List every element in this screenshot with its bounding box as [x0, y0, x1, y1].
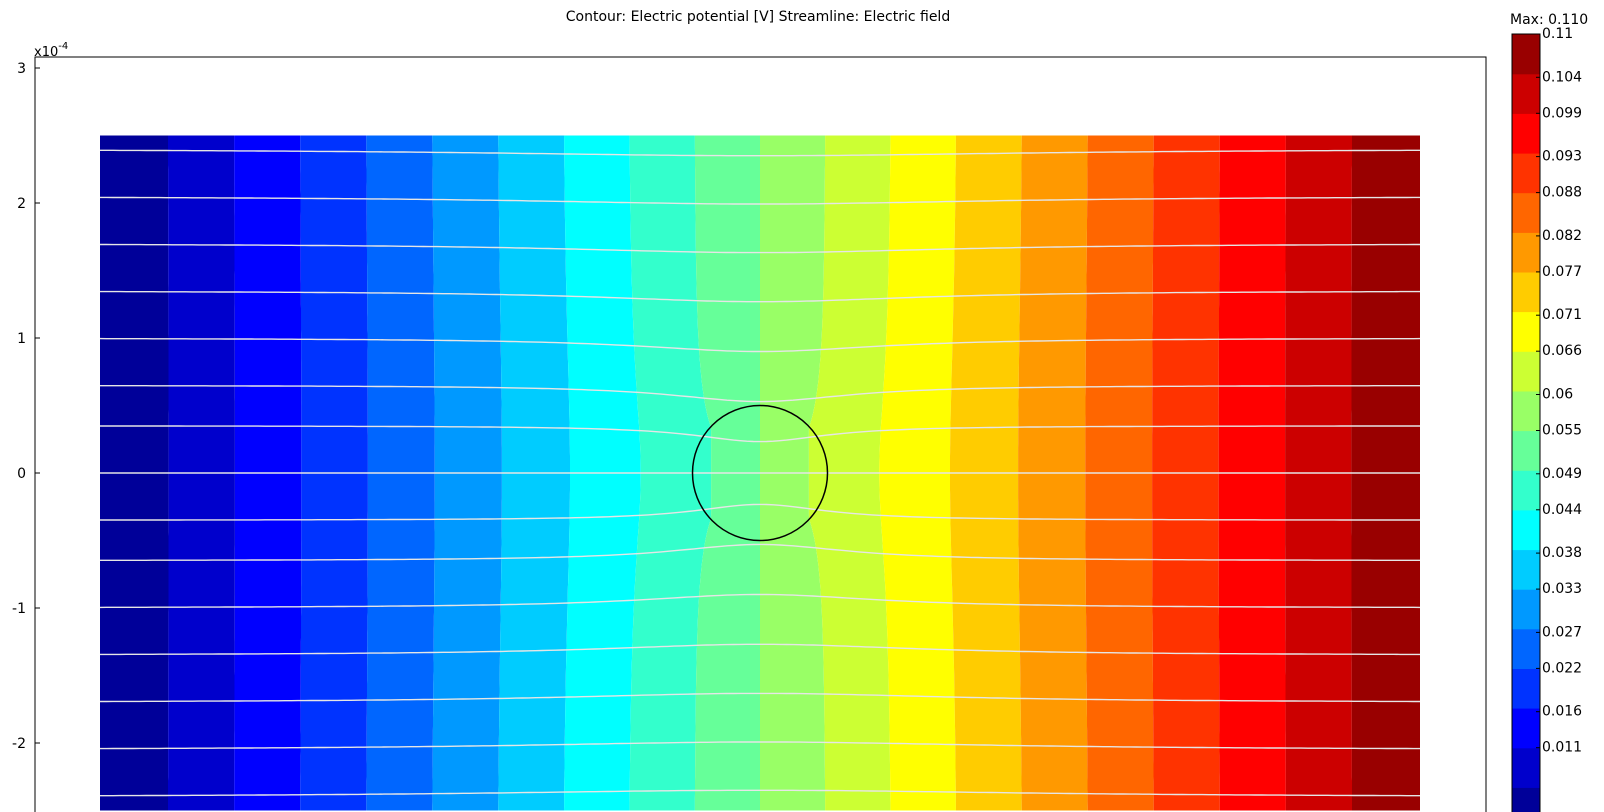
- colorbar-tick-label: 0.11: [1542, 26, 1573, 42]
- colorbar-tick-label: 0.06: [1542, 387, 1573, 403]
- streamline: [100, 425, 1420, 443]
- colorbar: 0.11 0.104 0.099 0.093 0.088 0.082 0.077 0.071 0…: [1511, 26, 1582, 812]
- colorbar-tick-label: 0.066: [1542, 343, 1582, 359]
- streamline: [100, 243, 1420, 254]
- streamline: [100, 196, 1420, 205]
- colorbar-tick-label: 0.077: [1542, 264, 1582, 280]
- colorbar-swatch: [1512, 113, 1540, 154]
- colorbar-tick-label: 0.038: [1542, 545, 1582, 561]
- colorbar-swatch: [1512, 668, 1540, 709]
- colorbar-swatch: [1512, 787, 1540, 812]
- y-axis: 3 2 1 0 -1 -2: [12, 61, 40, 752]
- streamline: [100, 149, 1420, 157]
- colorbar-tick-label: 0.082: [1542, 228, 1582, 244]
- y-tick-label: -2: [12, 736, 26, 752]
- colorbar-swatch: [1512, 628, 1540, 669]
- streamline: [100, 543, 1420, 561]
- inclusion-circle: [691, 404, 829, 542]
- streamline: [100, 741, 1420, 750]
- colorbar-tick-label: 0.044: [1542, 502, 1582, 518]
- colorbar-tick-label: 0.055: [1542, 423, 1582, 439]
- colorbar-swatch: [1512, 311, 1540, 352]
- colorbar-swatch: [1512, 73, 1540, 114]
- streamline: [100, 337, 1420, 353]
- streamline: [100, 593, 1420, 609]
- colorbar-swatch: [1512, 430, 1540, 471]
- colorbar-swatch: [1512, 509, 1540, 551]
- y-tick-label: 1: [17, 331, 26, 347]
- streamline: [100, 789, 1420, 797]
- colorbar-swatch: [1512, 192, 1540, 233]
- streamline: [100, 692, 1420, 703]
- y-tick-label: -1: [12, 601, 26, 617]
- y-exponent-label: x10-4: [34, 41, 68, 60]
- colorbar-max-label: Max: 0.110: [1510, 12, 1588, 28]
- colorbar-swatch: [1512, 390, 1540, 432]
- colorbar-swatch: [1512, 34, 1540, 75]
- y-tick-label: 0: [17, 466, 26, 482]
- colorbar-swatch: [1512, 153, 1540, 194]
- colorbar-tick-label: 0.011: [1542, 740, 1582, 756]
- colorbar-tick-label: 0.016: [1542, 704, 1582, 720]
- colorbar-tick-label: 0.022: [1542, 660, 1582, 676]
- streamline: [100, 385, 1420, 403]
- streamline: [100, 643, 1420, 656]
- colorbar-swatch: [1512, 708, 1540, 749]
- colorbar-swatch: [1512, 589, 1540, 630]
- colorbar-tick-label: 0.027: [1542, 624, 1582, 640]
- colorbar-tick-label: 0.088: [1542, 185, 1582, 201]
- colorbar-tick-label: 0.104: [1542, 69, 1582, 85]
- colorbar-swatch: [1512, 470, 1540, 511]
- colorbar-swatch: [1512, 549, 1540, 590]
- colorbar-tick-label: 0.093: [1542, 149, 1582, 165]
- colorbar-tick-label: 0.071: [1542, 307, 1582, 323]
- streamline: [100, 503, 1420, 521]
- streamline-group: [100, 149, 1420, 797]
- colorbar-tick-label: 0.049: [1542, 466, 1582, 482]
- colorbar-swatch: [1512, 747, 1540, 788]
- colorbar-swatch: [1512, 351, 1540, 392]
- streamline: [100, 290, 1420, 303]
- colorbar-swatch: [1512, 232, 1540, 273]
- colorbar-tick-label: 0.033: [1542, 581, 1582, 597]
- y-tick-label: 2: [17, 196, 26, 212]
- y-tick-label: 3: [17, 61, 26, 77]
- chart-title: Contour: Electric potential [V] Streamli…: [566, 9, 950, 25]
- colorbar-swatch: [1512, 271, 1540, 313]
- colorbar-tick-label: 0.099: [1542, 105, 1582, 121]
